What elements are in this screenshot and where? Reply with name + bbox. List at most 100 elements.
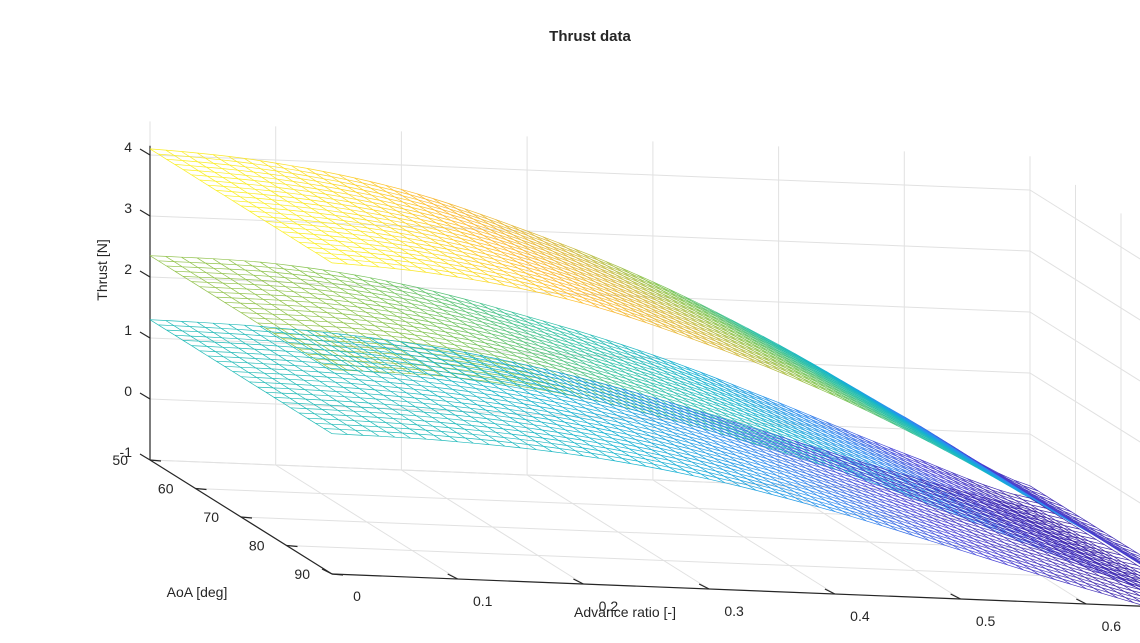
mesh-line — [182, 160, 199, 163]
mesh-line — [327, 218, 337, 225]
mesh-line — [657, 387, 667, 394]
mesh-line — [240, 196, 249, 203]
mesh-line — [331, 253, 347, 256]
mesh-line — [721, 333, 730, 340]
mesh-line — [378, 257, 395, 261]
mesh-line — [432, 261, 442, 267]
mesh-line — [401, 189, 418, 195]
mesh-line — [599, 268, 609, 275]
mesh-line — [292, 173, 301, 179]
mesh-line — [362, 182, 371, 189]
mesh-line — [260, 168, 270, 175]
mesh-line — [608, 277, 625, 285]
mesh-line — [297, 223, 314, 226]
mesh-line — [871, 407, 881, 414]
mesh-line — [747, 357, 764, 365]
mesh-line — [488, 218, 497, 225]
mesh-line — [629, 349, 646, 356]
mesh-line — [479, 262, 495, 267]
mesh-line — [456, 208, 473, 215]
mesh-line — [704, 319, 721, 327]
mesh-line — [491, 240, 501, 246]
mesh-line — [231, 287, 247, 290]
mesh-line — [320, 221, 329, 228]
mesh-line — [664, 381, 681, 387]
mesh-line — [518, 267, 534, 273]
mesh-line — [507, 244, 516, 251]
mesh-line — [713, 332, 730, 340]
mesh-line — [230, 278, 246, 280]
mesh-line — [321, 230, 330, 237]
mesh-line — [287, 201, 296, 207]
mesh-line — [230, 182, 240, 189]
mesh-line — [316, 180, 325, 187]
mesh-line — [643, 307, 660, 315]
mesh-line — [640, 290, 649, 296]
mesh-line — [857, 402, 866, 408]
mesh-line — [856, 389, 866, 396]
mesh-line — [330, 244, 339, 251]
mesh-line — [357, 206, 374, 211]
mesh-line — [624, 283, 641, 291]
mesh-line — [672, 306, 682, 313]
mesh-line — [356, 199, 373, 203]
mesh-line — [704, 401, 721, 408]
mesh-line — [316, 180, 333, 185]
mesh-line — [368, 235, 385, 239]
mesh-line — [731, 346, 748, 354]
mesh-line — [307, 247, 316, 253]
mesh-line — [632, 289, 642, 295]
mesh-line — [512, 229, 529, 236]
mesh-line — [632, 284, 641, 291]
mesh-line — [493, 258, 503, 265]
mesh-line — [387, 198, 404, 203]
mesh-line — [671, 302, 688, 310]
mesh-line — [262, 185, 271, 192]
mesh-line — [649, 382, 658, 388]
mesh-line — [519, 281, 529, 287]
mesh-line — [335, 215, 344, 221]
mesh-line — [378, 186, 387, 193]
mesh-line — [949, 448, 959, 455]
mesh-line — [588, 286, 605, 293]
mesh-line — [369, 252, 379, 259]
mesh-line — [655, 370, 664, 377]
mesh-line — [825, 421, 842, 429]
mesh-line — [605, 261, 615, 267]
mesh-line — [381, 214, 391, 221]
mesh-line — [597, 296, 614, 303]
mesh-line — [907, 421, 917, 428]
mesh-line — [223, 186, 233, 192]
mesh-line — [565, 281, 582, 287]
mesh-line — [221, 159, 237, 162]
mesh-line — [647, 370, 657, 377]
mesh-line — [215, 287, 232, 289]
mesh-line — [248, 307, 265, 310]
mesh-line — [415, 243, 432, 247]
mesh-line — [527, 279, 536, 286]
mesh-line — [849, 433, 866, 441]
mesh-line — [521, 239, 538, 246]
mesh-line — [453, 239, 470, 244]
mesh-line — [272, 313, 289, 316]
mesh-line — [240, 302, 256, 305]
mesh-line — [653, 359, 670, 366]
mesh-line — [417, 193, 433, 199]
mesh-line — [567, 336, 577, 342]
mesh-line — [598, 339, 615, 346]
mesh-line — [466, 224, 476, 231]
mesh-line — [951, 451, 960, 458]
mesh-line — [229, 268, 238, 275]
mesh-line — [496, 279, 513, 284]
mesh-line — [654, 288, 663, 295]
mesh-line — [785, 367, 795, 374]
mesh-line — [553, 255, 563, 262]
mesh-line — [687, 309, 704, 317]
mesh-line — [572, 280, 582, 287]
mesh-line — [182, 160, 191, 166]
mesh-line — [322, 248, 332, 255]
grid-line — [149, 215, 1031, 252]
mesh-line — [286, 192, 303, 196]
mesh-line — [723, 316, 733, 323]
mesh-line — [641, 376, 658, 383]
